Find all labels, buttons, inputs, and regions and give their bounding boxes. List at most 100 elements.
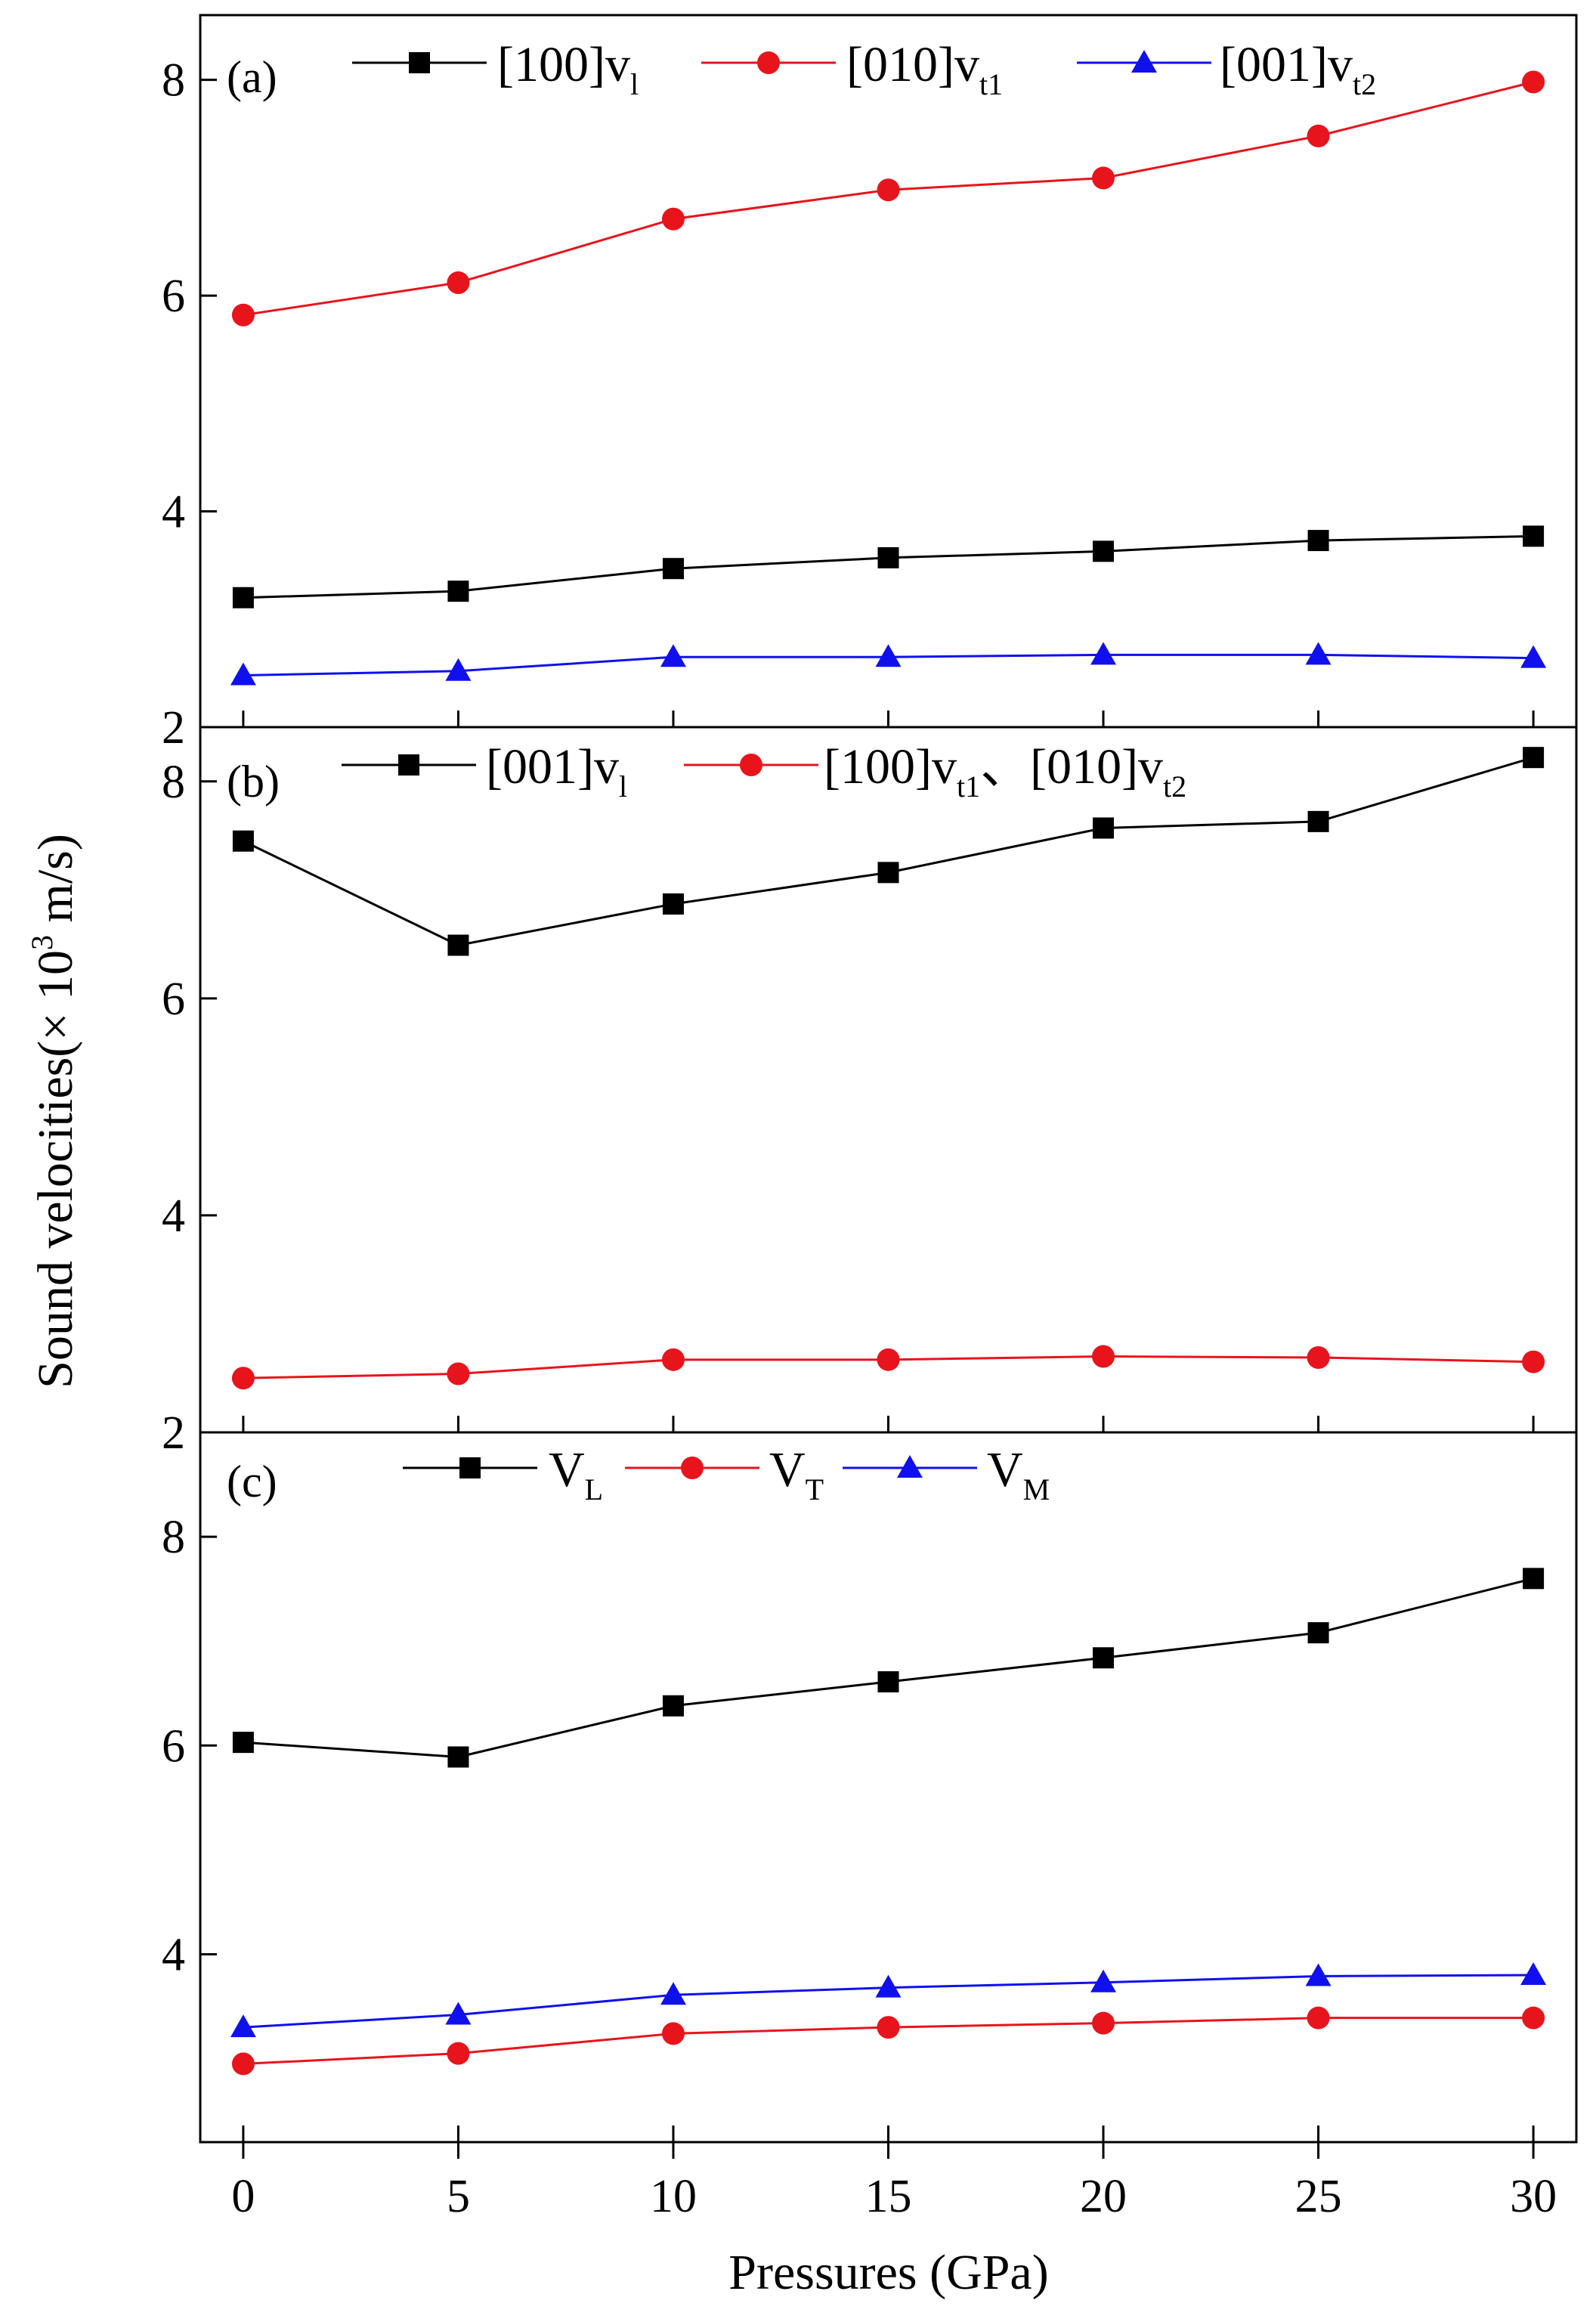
data-point-circle (661, 2022, 685, 2045)
legend-marker-square (459, 1457, 481, 1478)
legend: [001]vl [100]vt1、[010]vt2 (342, 739, 1186, 803)
data-point-square (1093, 1647, 1115, 1669)
legend: [100]vl [010]vt1 [001]vt2 (352, 37, 1376, 101)
x-tick-label: 10 (650, 2171, 697, 2222)
data-point-square (662, 558, 684, 580)
data-point-circle (877, 1348, 900, 1371)
legend-label: [100]vl (497, 37, 639, 101)
series-line-0 (243, 1577, 1534, 1758)
data-point-circle (877, 178, 900, 202)
legend-entry-2: [001]vt2 (1077, 37, 1376, 101)
x-tick-label: 30 (1510, 2171, 1557, 2222)
y-tick-label: 6 (162, 271, 185, 322)
y-tick-label: 6 (162, 1720, 185, 1772)
data-point-triangle (660, 644, 686, 667)
legend-marker-square (398, 754, 419, 776)
data-point-square (1523, 525, 1545, 547)
panel-c: 4 6 8 (c) VL VT VM (162, 1431, 1578, 2144)
legend-label: [001]vl (486, 739, 627, 803)
data-point-square (447, 1746, 469, 1768)
data-point-circle (1307, 1345, 1330, 1369)
y-tick-label: 4 (162, 1190, 185, 1242)
data-point-circle (1522, 1350, 1545, 1373)
data-point-circle (1522, 2006, 1545, 2030)
x-axis: 0 5 10 15 20 25 30 (231, 2142, 1557, 2222)
data-point-square (447, 934, 469, 956)
legend-marker-circle (740, 754, 762, 776)
legend-entry-2: VM (843, 1442, 1050, 1506)
panel-a: 2 4 6 8 (a) [100]vl [010]vt1 [001]vt2 (162, 14, 1578, 754)
data-point-circle (231, 303, 255, 327)
data-point-circle (661, 207, 685, 231)
x-tick-label: 15 (865, 2171, 912, 2222)
legend-label: [010]vt1 (846, 37, 1003, 101)
y-tick-label: 6 (162, 974, 185, 1025)
data-point-triangle (875, 644, 902, 667)
legend-label: VT (769, 1442, 824, 1506)
data-point-circle (661, 1348, 685, 1371)
data-point-circle (231, 1367, 255, 1390)
data-point-square (877, 862, 899, 884)
legend-entry-1: [010]vt1 (701, 37, 1003, 101)
data-point-square (1307, 1622, 1329, 1644)
data-point-triangle (875, 1974, 902, 1998)
legend-label: VM (987, 1442, 1050, 1506)
panel-label: (a) (227, 52, 277, 102)
legend-entry-1: VT (625, 1442, 824, 1506)
x-tick-label: 0 (231, 2171, 255, 2222)
data-point-square (662, 893, 684, 915)
data-point-triangle (1090, 642, 1117, 665)
data-point-square (1093, 817, 1115, 839)
data-point-triangle (660, 1982, 686, 2005)
data-point-circle (1307, 124, 1330, 147)
data-point-square (232, 830, 254, 852)
data-point-square (877, 546, 899, 568)
y-axis-title-sup: 3 (25, 935, 59, 950)
data-point-square (1523, 747, 1545, 769)
y-axis-title-end: m/s) (28, 834, 83, 935)
data-point-square (447, 581, 469, 602)
legend-entry-1: [100]vt1、[010]vt2 (684, 739, 1186, 803)
data-point-square (1307, 810, 1329, 832)
x-tick-label: 20 (1080, 2171, 1127, 2222)
data-point-circle (1522, 70, 1545, 94)
y-tick-label: 2 (162, 1407, 185, 1459)
y-tick-label: 8 (162, 55, 185, 107)
data-point-triangle (445, 2002, 472, 2025)
y-axis-title-main: Sound velocities(× 10 (28, 950, 83, 1389)
legend-entry-0: [001]vl (342, 739, 627, 803)
y-tick-label: 4 (162, 487, 185, 538)
legend-label: VL (549, 1442, 603, 1506)
panel-label: (c) (227, 1457, 277, 1506)
data-point-square (1523, 1568, 1545, 1590)
legend-marker-circle (681, 1457, 704, 1479)
data-point-triangle (230, 662, 256, 686)
legend-entry-0: VL (403, 1442, 603, 1506)
data-point-square (877, 1671, 899, 1693)
data-point-circle (447, 2042, 470, 2065)
data-point-square (232, 587, 254, 608)
panels-group: 2 4 6 8 (a) [100]vl [010]vt1 [001]vt2 2 4 6 8 (b) [00… (162, 14, 1578, 2144)
y-tick-label: 4 (162, 1929, 185, 1980)
data-point-square (1307, 530, 1329, 552)
data-point-circle (447, 271, 470, 294)
legend-marker-square (409, 52, 430, 73)
data-point-circle (231, 2052, 255, 2076)
legend-marker-triangle (1131, 50, 1157, 73)
data-point-triangle (1520, 1962, 1547, 1986)
data-point-triangle (1520, 645, 1547, 668)
y-tick-label: 8 (162, 1512, 185, 1563)
data-point-triangle (1305, 642, 1332, 665)
legend-marker-circle (757, 51, 780, 74)
data-point-square (1093, 540, 1115, 562)
data-point-circle (1092, 2011, 1115, 2035)
legend-entry-0: [100]vl (352, 37, 639, 101)
legend: VL VT VM (403, 1442, 1050, 1506)
y-axis-title: Sound velocities(× 103 m/s) (25, 834, 83, 1389)
legend-marker-triangle (897, 1455, 923, 1478)
data-point-circle (877, 2016, 900, 2039)
data-point-square (662, 1695, 684, 1717)
y-tick-label: 2 (162, 702, 185, 754)
data-point-triangle (445, 658, 472, 681)
data-point-circle (1092, 1345, 1115, 1368)
